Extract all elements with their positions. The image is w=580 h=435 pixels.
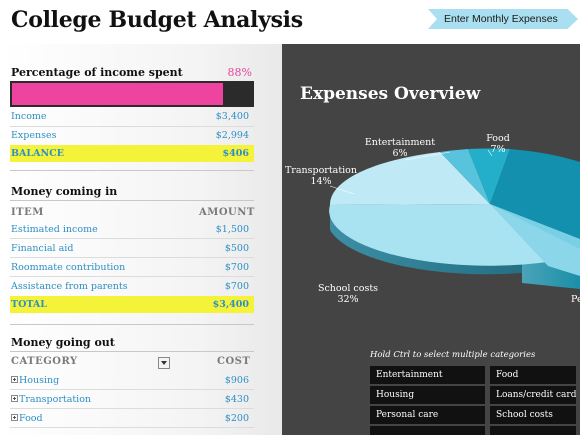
row-value: $700 bbox=[224, 281, 249, 292]
income-total-row[interactable]: TOTAL $3,400 bbox=[10, 296, 254, 313]
row-value: $2,994 bbox=[215, 130, 249, 141]
expand-plus-icon[interactable] bbox=[11, 395, 18, 402]
row-label: BALANCE bbox=[11, 148, 64, 159]
slicer-personal-care[interactable]: Personal care bbox=[370, 406, 485, 424]
expense-row-food[interactable]: Food $200 bbox=[10, 410, 254, 427]
divider bbox=[10, 126, 254, 127]
category-label: Housing bbox=[19, 375, 60, 386]
row-label: Transportation bbox=[11, 394, 91, 405]
income-row[interactable]: Roommate contribution $700 bbox=[10, 259, 254, 276]
column-header-amount: AMOUNT bbox=[199, 207, 255, 218]
row-label: Food bbox=[11, 413, 43, 424]
income-row[interactable]: Assistance from parents $700 bbox=[10, 278, 254, 295]
row-value: $430 bbox=[224, 394, 249, 405]
pie-label-school-costs-value: 32% bbox=[337, 294, 358, 305]
pie-slice-housing[interactable] bbox=[490, 149, 580, 249]
slicer-housing[interactable]: Housing bbox=[370, 386, 485, 404]
budget-panel: Percentage of income spent 88% Income $3… bbox=[0, 44, 282, 435]
pie-slice-food[interactable] bbox=[468, 148, 510, 204]
category-label: Transportation bbox=[19, 394, 92, 405]
pie-label-transportation-value: 14% bbox=[310, 176, 331, 187]
row-label: Financial aid bbox=[11, 243, 74, 254]
pie-slice-highlight bbox=[490, 204, 580, 276]
row-value: $500 bbox=[224, 243, 249, 254]
row-label: TOTAL bbox=[11, 299, 47, 310]
pie-label-food-name: Food bbox=[486, 133, 510, 144]
pie-label-school-costs-name: School costs bbox=[318, 283, 378, 294]
percent-spent-bar bbox=[10, 81, 254, 107]
category-filter-dropdown[interactable] bbox=[158, 357, 170, 369]
slicer-partial[interactable] bbox=[490, 426, 576, 435]
pie-slice-transportation[interactable] bbox=[329, 152, 490, 205]
divider bbox=[10, 257, 254, 258]
row-label: Roommate contribution bbox=[11, 262, 126, 273]
row-label: Expenses bbox=[11, 130, 57, 141]
percent-spent-title: Percentage of income spent bbox=[11, 66, 183, 79]
divider bbox=[10, 389, 254, 390]
summary-row-expenses[interactable]: Expenses $2,994 bbox=[10, 127, 254, 144]
percent-spent-value: 88% bbox=[227, 66, 252, 79]
row-label: Income bbox=[11, 111, 47, 122]
expenses-overview-title: Expenses Overview bbox=[300, 84, 481, 104]
row-value: $3,400 bbox=[215, 111, 249, 122]
slicer-entertainment[interactable]: Entertainment bbox=[370, 366, 485, 384]
divider bbox=[10, 324, 254, 325]
row-value: $406 bbox=[222, 148, 249, 159]
expand-plus-icon[interactable] bbox=[11, 414, 18, 421]
pie-leader-line bbox=[404, 151, 451, 161]
pie-leader-line bbox=[329, 185, 355, 195]
money-coming-in-title: Money coming in bbox=[11, 185, 118, 198]
percent-spent-bar-fill bbox=[12, 83, 223, 105]
divider bbox=[10, 408, 254, 409]
column-header-cost: COST bbox=[217, 356, 251, 367]
slicer-food[interactable]: Food bbox=[490, 366, 576, 384]
category-label: Food bbox=[19, 413, 43, 424]
slicer-partial[interactable] bbox=[370, 426, 485, 435]
pie-label-personal-name: Pe bbox=[571, 294, 580, 305]
row-label: Housing bbox=[11, 375, 59, 386]
pie-slice-entertainment[interactable] bbox=[440, 149, 490, 204]
pie-label-entertainment-name: Entertainment bbox=[365, 137, 435, 148]
divider bbox=[10, 200, 254, 201]
page-title: College Budget Analysis bbox=[11, 7, 303, 33]
row-label: Estimated income bbox=[11, 224, 98, 235]
row-value: $906 bbox=[224, 375, 249, 386]
divider bbox=[10, 351, 254, 352]
expenses-overview-panel: Expenses Overview Entertainment 6% bbox=[282, 44, 580, 435]
row-value: $700 bbox=[224, 262, 249, 273]
divider bbox=[10, 238, 254, 239]
slicer-loans-credit-cards[interactable]: Loans/credit cards bbox=[490, 386, 576, 404]
money-going-out-title: Money going out bbox=[11, 336, 115, 349]
column-header-category: CATEGORY bbox=[11, 356, 78, 367]
expense-row-housing[interactable]: Housing $906 bbox=[10, 372, 254, 389]
pie-label-transportation-name: Transportation bbox=[285, 165, 357, 176]
row-value: $1,500 bbox=[215, 224, 249, 235]
row-label: Assistance from parents bbox=[11, 281, 128, 292]
column-header-item: ITEM bbox=[11, 207, 44, 218]
divider bbox=[10, 427, 254, 428]
divider bbox=[10, 276, 254, 277]
expenses-pie-chart[interactable]: Entertainment 6% Food 7% Transportation … bbox=[282, 44, 580, 344]
summary-row-income[interactable]: Income $3,400 bbox=[10, 108, 254, 125]
pie-label-entertainment-value: 6% bbox=[392, 148, 407, 159]
expense-row-transportation[interactable]: Transportation $430 bbox=[10, 391, 254, 408]
row-value: $200 bbox=[224, 413, 249, 424]
enter-monthly-expenses-button[interactable]: Enter Monthly Expenses bbox=[428, 9, 578, 29]
expand-plus-icon[interactable] bbox=[11, 376, 18, 383]
slicer-hint: Hold Ctrl to select multiple categories bbox=[370, 350, 536, 360]
divider bbox=[10, 170, 254, 171]
row-value: $3,400 bbox=[212, 299, 249, 310]
pie-leader-line bbox=[487, 149, 493, 157]
summary-row-balance[interactable]: BALANCE $406 bbox=[10, 145, 254, 162]
income-row[interactable]: Estimated income $1,500 bbox=[10, 221, 254, 238]
income-row[interactable]: Financial aid $500 bbox=[10, 240, 254, 257]
slicer-school-costs[interactable]: School costs bbox=[490, 406, 576, 424]
pie-label-food-value: 7% bbox=[490, 144, 505, 155]
header: College Budget Analysis Enter Monthly Ex… bbox=[0, 0, 580, 44]
